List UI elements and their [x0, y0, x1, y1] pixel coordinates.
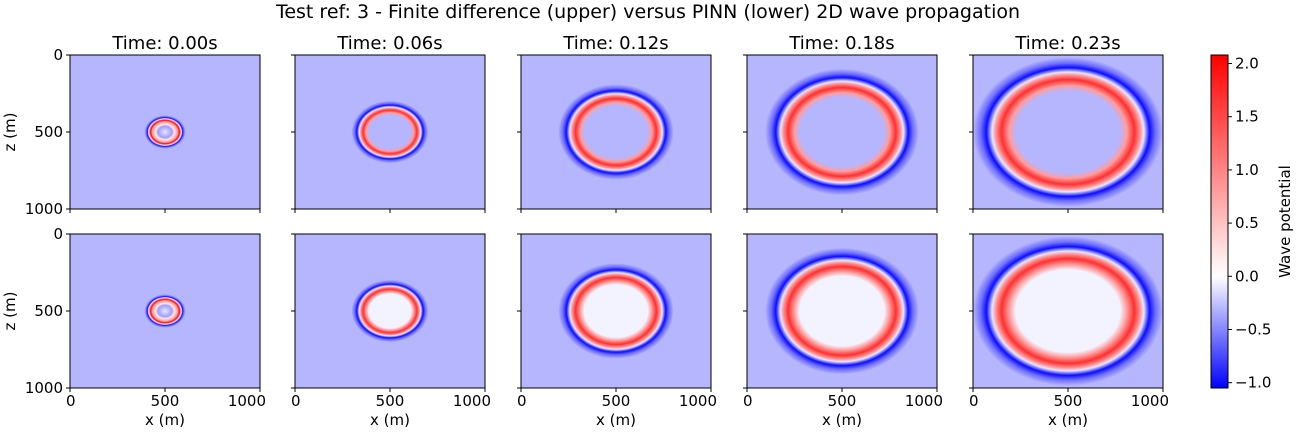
x-tick-label: 500 — [376, 392, 405, 410]
x-axis-label: x (m) — [145, 411, 185, 429]
x-tick-label: 0 — [66, 392, 76, 410]
x-tick-label: 0 — [517, 392, 527, 410]
z-tick-label: 0 — [53, 225, 63, 243]
wavefront-ring — [558, 84, 674, 180]
x-tick-label: 1000 — [905, 392, 943, 410]
wavefront-ring — [351, 279, 429, 343]
wavefront-ring — [765, 247, 919, 375]
colorbar-tick-label: −0.5 — [1235, 320, 1271, 338]
colorbar: 2.0 1.5 1.0 0.5 0.0 −0.5 −1.0 Wave potential — [1210, 54, 1294, 392]
panel-title: Time: 0.23s — [1014, 33, 1120, 54]
colorbar-label: Wave potential — [1276, 165, 1294, 278]
x-tick-label: 500 — [1054, 392, 1083, 410]
panel-grid: Time: 0.00s 0 500 1000 z (m) Time: 0.06s Time:… — [1, 33, 1169, 429]
x-tick-label: 0 — [743, 392, 753, 410]
z-tick-label: 0 — [53, 46, 63, 64]
x-tick-label: 500 — [828, 392, 857, 410]
wavefront-ring — [144, 294, 186, 328]
panel-r1-c3: 0 500 1000 x (m) — [743, 233, 943, 429]
z-tick-label: 500 — [34, 302, 63, 320]
panel-title: Time: 0.18s — [788, 33, 894, 54]
x-axis-label: x (m) — [1048, 411, 1088, 429]
colorbar-tick-label: 1.5 — [1235, 108, 1259, 126]
x-tick-label: 500 — [602, 392, 631, 410]
wavefront-ring — [558, 263, 674, 359]
z-axis-label: z (m) — [1, 292, 19, 331]
x-tick-label: 1000 — [228, 392, 266, 410]
z-axis-label: z (m) — [1, 113, 19, 152]
panel-r1-c4: 0 500 1000 x (m) — [969, 233, 1169, 429]
x-tick-label: 1000 — [1131, 392, 1169, 410]
panel-title: Time: 0.06s — [336, 33, 442, 54]
panel-r0-c1: Time: 0.06s — [291, 33, 486, 213]
z-tick-label: 1000 — [25, 200, 63, 218]
figure-title: Test ref: 3 - Finite difference (upper) … — [275, 1, 1020, 23]
z-tick-label: 1000 — [25, 379, 63, 397]
panel-r0-c3: Time: 0.18s — [743, 33, 938, 213]
panel-r1-c2: 0 500 1000 x (m) — [517, 233, 717, 429]
colorbar-tick-label: −1.0 — [1235, 374, 1271, 392]
panel-r1-c1: 0 500 1000 x (m) — [291, 233, 491, 429]
wavefront-ring — [973, 236, 1163, 386]
colorbar-gradient — [1210, 54, 1229, 389]
z-tick-label: 500 — [34, 123, 63, 141]
panel-title: Time: 0.12s — [562, 33, 668, 54]
x-tick-label: 0 — [969, 392, 979, 410]
panel-r0-c2: Time: 0.12s — [517, 33, 712, 213]
x-tick-label: 1000 — [679, 392, 717, 410]
x-tick-label: 0 — [291, 392, 301, 410]
x-axis-label: x (m) — [370, 411, 410, 429]
wavefront-ring — [144, 115, 186, 149]
colorbar-tick-label: 2.0 — [1235, 55, 1259, 73]
panel-title: Time: 0.00s — [111, 33, 217, 54]
colorbar-tick-label: 1.0 — [1235, 161, 1259, 179]
wavefront-ring — [765, 68, 919, 196]
panel-r0-c4: Time: 0.23s — [969, 33, 1164, 213]
panel-r1-c0: 0 500 1000 x (m) 0 500 1000 z (m) — [1, 225, 266, 429]
x-tick-label: 500 — [151, 392, 180, 410]
panel-r0-c0: Time: 0.00s 0 500 1000 z (m) — [1, 33, 261, 218]
x-axis-label: x (m) — [822, 411, 862, 429]
colorbar-tick-label: 0.5 — [1235, 214, 1259, 232]
colorbar-tick-label: 0.0 — [1235, 267, 1259, 285]
x-tick-label: 1000 — [453, 392, 491, 410]
wavefront-ring — [351, 100, 429, 164]
wavefront-ring — [973, 57, 1163, 207]
x-axis-label: x (m) — [596, 411, 636, 429]
